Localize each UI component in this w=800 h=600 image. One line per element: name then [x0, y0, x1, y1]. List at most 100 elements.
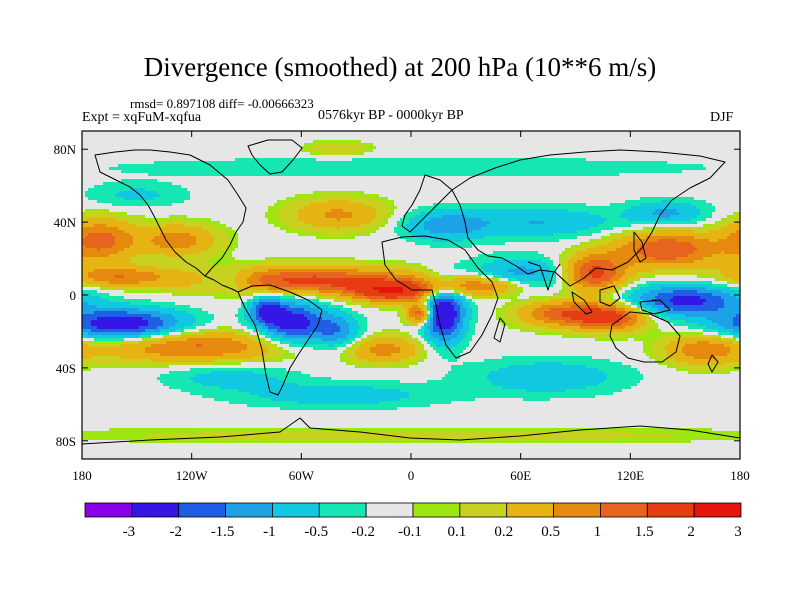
field-cell	[121, 143, 125, 147]
field-cell	[616, 167, 620, 171]
field-cell	[403, 158, 407, 162]
field-cell	[310, 197, 314, 201]
field-cell	[193, 155, 197, 159]
field-cell	[598, 158, 602, 162]
field-cell	[202, 152, 206, 156]
field-cell	[142, 158, 146, 162]
field-cell	[730, 155, 734, 159]
field-cell	[103, 131, 107, 135]
field-cell	[424, 161, 428, 165]
field-cell	[343, 167, 347, 171]
field-cell	[184, 164, 188, 168]
field-cell	[514, 185, 518, 189]
field-cell	[157, 185, 161, 189]
field-cell	[583, 131, 587, 135]
field-cell	[712, 152, 716, 156]
field-cell	[343, 173, 347, 177]
field-cell	[652, 152, 656, 156]
field-cell	[394, 152, 398, 156]
field-cell	[283, 194, 287, 198]
field-cell	[718, 149, 722, 153]
field-cell	[574, 179, 578, 183]
field-cell	[409, 152, 413, 156]
field-cell	[694, 155, 698, 159]
field-cell	[601, 146, 605, 150]
field-cell	[187, 134, 191, 138]
field-cell	[163, 191, 167, 195]
field-cell	[571, 155, 575, 159]
field-cell	[460, 191, 464, 195]
field-cell	[277, 173, 281, 177]
field-cell	[682, 146, 686, 150]
field-cell	[583, 170, 587, 174]
field-cell	[364, 161, 368, 165]
field-cell	[292, 197, 296, 201]
field-cell	[394, 164, 398, 168]
field-cell	[682, 149, 686, 153]
field-cell	[385, 134, 389, 138]
field-cell	[523, 170, 527, 174]
field-cell	[715, 140, 719, 144]
field-cell	[334, 176, 338, 180]
field-cell	[226, 185, 230, 189]
field-cell	[691, 164, 695, 168]
field-cell	[181, 182, 185, 186]
field-cell	[493, 140, 497, 144]
field-cell	[613, 188, 617, 192]
field-cell	[199, 152, 203, 156]
field-cell	[283, 149, 287, 153]
field-cell	[616, 143, 620, 147]
field-cell	[430, 170, 434, 174]
field-cell	[487, 185, 491, 189]
field-cell	[676, 182, 680, 186]
field-cell	[484, 182, 488, 186]
field-cell	[682, 167, 686, 171]
field-cell	[112, 158, 116, 162]
field-cell	[250, 167, 254, 171]
field-cell	[472, 188, 476, 192]
field-cell	[109, 131, 113, 135]
field-cell	[343, 137, 347, 141]
field-cell	[604, 143, 608, 147]
field-cell	[724, 140, 728, 144]
field-cell	[409, 161, 413, 165]
field-cell	[463, 179, 467, 183]
field-cell	[103, 182, 107, 186]
field-cell	[475, 182, 479, 186]
field-cell	[550, 134, 554, 138]
field-cell	[373, 197, 377, 201]
field-cell	[355, 140, 359, 144]
field-cell	[679, 161, 683, 165]
field-cell	[289, 197, 293, 201]
field-cell	[439, 137, 443, 141]
field-cell	[97, 131, 101, 135]
field-cell	[652, 161, 656, 165]
field-cell	[568, 140, 572, 144]
field-cell	[664, 182, 668, 186]
field-cell	[724, 179, 728, 183]
field-cell	[643, 155, 647, 159]
field-cell	[277, 197, 281, 201]
field-cell	[460, 158, 464, 162]
field-cell	[226, 140, 230, 144]
field-cell	[202, 164, 206, 168]
field-cell	[139, 143, 143, 147]
field-cell	[304, 152, 308, 156]
field-cell	[346, 134, 350, 138]
field-cell	[148, 131, 152, 135]
field-cell	[295, 182, 299, 186]
field-cell	[463, 182, 467, 186]
field-cell	[439, 155, 443, 159]
field-cell	[262, 137, 266, 141]
field-cell	[355, 155, 359, 159]
field-cell	[604, 191, 608, 195]
field-cell	[610, 167, 614, 171]
field-cell	[496, 158, 500, 162]
field-cell	[367, 185, 371, 189]
field-cell	[346, 188, 350, 192]
field-cell	[424, 155, 428, 159]
field-cell	[541, 185, 545, 189]
field-cell	[667, 152, 671, 156]
field-cell	[529, 140, 533, 144]
field-cell	[670, 188, 674, 192]
